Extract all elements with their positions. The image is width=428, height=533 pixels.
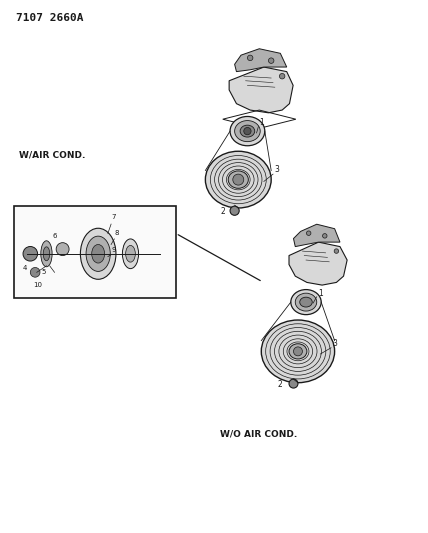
- Text: 2: 2: [220, 207, 225, 216]
- Text: 7: 7: [111, 214, 116, 221]
- Ellipse shape: [289, 344, 307, 359]
- Circle shape: [268, 58, 274, 63]
- Circle shape: [323, 233, 327, 238]
- Circle shape: [289, 379, 298, 388]
- Circle shape: [233, 174, 244, 185]
- Ellipse shape: [230, 117, 265, 146]
- Ellipse shape: [300, 297, 312, 307]
- Text: W/AIR COND.: W/AIR COND.: [19, 151, 86, 159]
- Bar: [14, 206, 176, 298]
- Text: 1: 1: [259, 118, 264, 127]
- Ellipse shape: [80, 228, 116, 279]
- Circle shape: [306, 231, 311, 236]
- Text: 10: 10: [33, 282, 42, 288]
- Circle shape: [244, 127, 251, 135]
- Text: W/O AIR COND.: W/O AIR COND.: [220, 429, 297, 438]
- Text: 8: 8: [114, 230, 119, 236]
- Ellipse shape: [122, 239, 139, 269]
- Ellipse shape: [261, 320, 335, 383]
- Text: 3: 3: [333, 339, 338, 348]
- Circle shape: [279, 74, 285, 79]
- Circle shape: [56, 243, 69, 256]
- Text: 1: 1: [318, 289, 323, 298]
- Ellipse shape: [295, 293, 317, 311]
- Ellipse shape: [126, 245, 135, 262]
- Text: 2: 2: [277, 380, 282, 389]
- Circle shape: [30, 268, 40, 277]
- Text: 6: 6: [53, 233, 57, 239]
- Circle shape: [294, 347, 303, 356]
- Text: 3: 3: [275, 165, 280, 174]
- Text: 4: 4: [22, 265, 27, 271]
- Polygon shape: [289, 242, 347, 285]
- Text: 7107 2660A: 7107 2660A: [16, 13, 84, 23]
- Ellipse shape: [205, 151, 271, 208]
- Text: 9: 9: [111, 247, 116, 253]
- Polygon shape: [294, 224, 340, 247]
- Ellipse shape: [235, 120, 260, 142]
- Polygon shape: [235, 49, 287, 71]
- Circle shape: [230, 206, 239, 215]
- Ellipse shape: [43, 247, 50, 261]
- Ellipse shape: [240, 125, 255, 137]
- Ellipse shape: [291, 289, 321, 314]
- Ellipse shape: [41, 241, 52, 266]
- Circle shape: [334, 249, 339, 253]
- Ellipse shape: [86, 236, 110, 271]
- Polygon shape: [229, 67, 293, 113]
- Circle shape: [247, 55, 253, 61]
- Text: 5: 5: [42, 269, 46, 275]
- Ellipse shape: [92, 245, 104, 263]
- Ellipse shape: [228, 171, 248, 188]
- Circle shape: [23, 246, 38, 261]
